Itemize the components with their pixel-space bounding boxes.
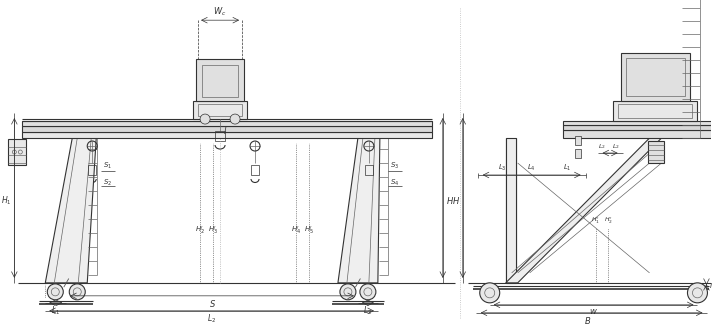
Bar: [562, 125, 712, 130]
Circle shape: [47, 284, 63, 300]
Text: $H_1'$: $H_1'$: [591, 215, 600, 226]
Text: $S_4$: $S_4$: [390, 178, 399, 188]
Circle shape: [688, 283, 708, 303]
Circle shape: [480, 283, 500, 303]
Bar: [365, 165, 373, 175]
Polygon shape: [46, 138, 96, 283]
Text: $L_2$: $L_2$: [363, 305, 372, 317]
Polygon shape: [338, 138, 380, 283]
Bar: [215, 131, 225, 141]
Bar: [612, 101, 698, 121]
Bar: [198, 104, 242, 116]
Text: $S_3$: $S_3$: [390, 161, 399, 171]
Bar: [9, 139, 26, 165]
Bar: [202, 65, 238, 97]
Text: $I$: $I$: [709, 281, 712, 290]
Bar: [251, 165, 259, 175]
Text: $L_4$: $L_4$: [528, 163, 536, 173]
Circle shape: [340, 284, 356, 300]
Text: $W_c$: $W_c$: [214, 6, 227, 18]
Text: $H_5'$: $H_5'$: [304, 225, 314, 237]
Text: $H_2'$: $H_2'$: [604, 215, 613, 226]
Text: $H_1$: $H_1$: [1, 194, 11, 207]
Text: $L_2$: $L_2$: [206, 313, 216, 325]
Text: $H_2'$: $H_2'$: [195, 225, 205, 237]
Circle shape: [230, 114, 240, 124]
Text: $B$: $B$: [584, 315, 591, 326]
Bar: [575, 149, 580, 158]
Text: $S_2$: $S_2$: [103, 178, 112, 188]
Bar: [22, 126, 431, 132]
Text: $H_4'$: $H_4'$: [291, 225, 301, 237]
Bar: [88, 165, 96, 175]
Bar: [617, 104, 693, 118]
Polygon shape: [506, 138, 661, 283]
Bar: [506, 138, 515, 283]
Bar: [647, 141, 664, 163]
Text: $L_1$: $L_1$: [563, 163, 572, 173]
Text: $S_1$: $S_1$: [103, 161, 112, 171]
Bar: [562, 121, 712, 125]
Text: $w$: $w$: [589, 307, 598, 316]
Text: $L_3$: $L_3$: [498, 163, 507, 173]
Circle shape: [69, 284, 85, 300]
Bar: [562, 130, 712, 138]
Bar: [22, 121, 431, 126]
Circle shape: [200, 114, 210, 124]
Bar: [22, 132, 431, 138]
Text: $L_1$: $L_1$: [51, 305, 60, 317]
Text: $l$: $l$: [223, 125, 227, 136]
Bar: [575, 136, 580, 145]
Text: $L_2$: $L_2$: [612, 142, 619, 151]
Text: $H$: $H$: [451, 195, 460, 206]
Text: $H$: $H$: [446, 195, 454, 206]
Circle shape: [360, 284, 376, 300]
Text: $H_3'$: $H_3'$: [208, 225, 218, 237]
Bar: [193, 101, 247, 119]
Text: $L_2$: $L_2$: [597, 142, 605, 151]
Bar: [196, 59, 244, 101]
Bar: [621, 53, 691, 101]
Text: $S$: $S$: [209, 298, 216, 309]
Bar: [626, 58, 686, 96]
